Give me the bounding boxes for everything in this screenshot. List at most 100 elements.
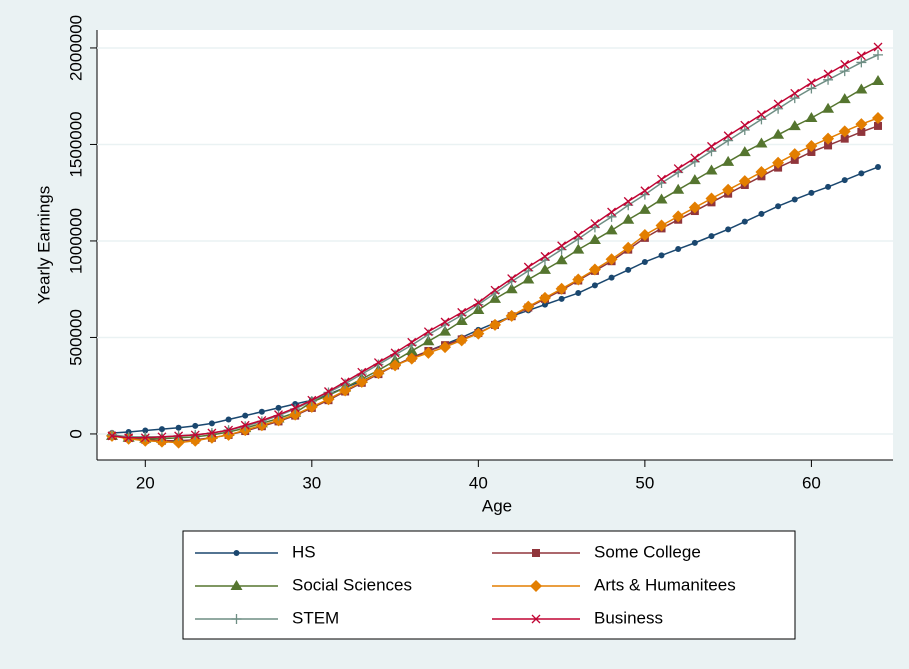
marker	[855, 118, 868, 131]
y-tick-label: 500000	[66, 309, 85, 366]
marker	[788, 148, 801, 161]
marker	[856, 51, 866, 61]
marker	[755, 137, 768, 148]
marker	[140, 433, 150, 443]
marker	[640, 186, 650, 196]
marker	[706, 146, 717, 157]
marker	[339, 384, 352, 397]
marker	[739, 124, 750, 135]
marker	[857, 127, 866, 136]
marker	[841, 177, 848, 184]
marker	[275, 404, 282, 411]
marker	[423, 327, 433, 337]
marker	[538, 291, 551, 304]
marker	[741, 218, 748, 225]
marker	[588, 263, 601, 276]
marker	[622, 213, 635, 224]
marker	[641, 258, 648, 265]
marker	[638, 203, 651, 214]
marker	[875, 164, 882, 171]
marker	[707, 141, 716, 151]
marker	[605, 253, 618, 266]
marker	[242, 412, 249, 419]
marker	[207, 428, 217, 438]
marker	[855, 83, 868, 94]
marker	[675, 246, 682, 253]
marker	[688, 201, 701, 214]
y-tick-label: 2000000	[66, 15, 85, 81]
marker	[773, 99, 783, 109]
marker	[775, 203, 782, 210]
marker	[157, 432, 167, 442]
marker	[572, 273, 585, 286]
marker	[557, 241, 567, 251]
legend-marker	[530, 580, 542, 592]
marker	[839, 66, 850, 77]
marker	[555, 254, 568, 265]
marker	[873, 42, 883, 52]
x-tick-label: 50	[635, 473, 654, 492]
marker	[240, 420, 250, 430]
marker	[591, 282, 598, 289]
marker	[758, 210, 765, 217]
marker	[405, 352, 418, 365]
marker	[723, 131, 733, 141]
marker	[823, 74, 834, 85]
marker	[705, 164, 718, 175]
legend-label: Some College	[594, 542, 701, 561]
marker	[324, 387, 333, 396]
marker	[822, 102, 835, 113]
marker	[225, 416, 232, 423]
marker	[605, 224, 618, 235]
marker	[590, 219, 600, 229]
marker	[472, 327, 485, 340]
marker	[655, 193, 668, 204]
legend-label: Social Sciences	[292, 575, 412, 594]
marker	[407, 337, 417, 347]
marker	[838, 93, 851, 104]
marker	[505, 283, 518, 294]
legend-label: Arts & Humanitees	[594, 575, 736, 594]
marker	[738, 175, 751, 188]
marker	[440, 317, 450, 327]
marker	[756, 110, 766, 119]
marker	[838, 125, 851, 138]
marker	[691, 239, 698, 246]
marker	[672, 183, 685, 194]
marker	[873, 49, 884, 60]
marker	[791, 196, 798, 203]
marker	[107, 431, 117, 441]
marker	[638, 228, 651, 241]
marker	[373, 358, 383, 367]
legend-marker	[231, 614, 242, 624]
legend-label: Business	[594, 608, 663, 627]
marker	[372, 367, 385, 380]
marker	[208, 420, 215, 427]
marker	[608, 274, 615, 281]
marker	[705, 192, 718, 205]
marker	[505, 309, 518, 322]
legend-marker	[532, 549, 540, 557]
legend	[182, 530, 796, 640]
marker	[140, 431, 151, 442]
marker	[174, 431, 184, 441]
y-tick-label: 1500000	[66, 111, 85, 177]
marker	[540, 251, 550, 261]
y-axis-title: Yearly Earnings	[34, 186, 53, 304]
marker	[422, 346, 435, 359]
marker	[558, 295, 565, 302]
x-tick-label: 40	[469, 473, 488, 492]
marker	[541, 301, 548, 308]
marker	[623, 196, 633, 206]
marker	[722, 155, 735, 166]
marker	[357, 367, 367, 377]
marker	[708, 233, 715, 240]
marker	[224, 425, 234, 435]
marker	[522, 273, 535, 284]
marker	[790, 88, 800, 98]
marker	[257, 415, 267, 425]
marker	[322, 393, 335, 406]
marker	[489, 318, 501, 331]
marker	[439, 325, 452, 336]
